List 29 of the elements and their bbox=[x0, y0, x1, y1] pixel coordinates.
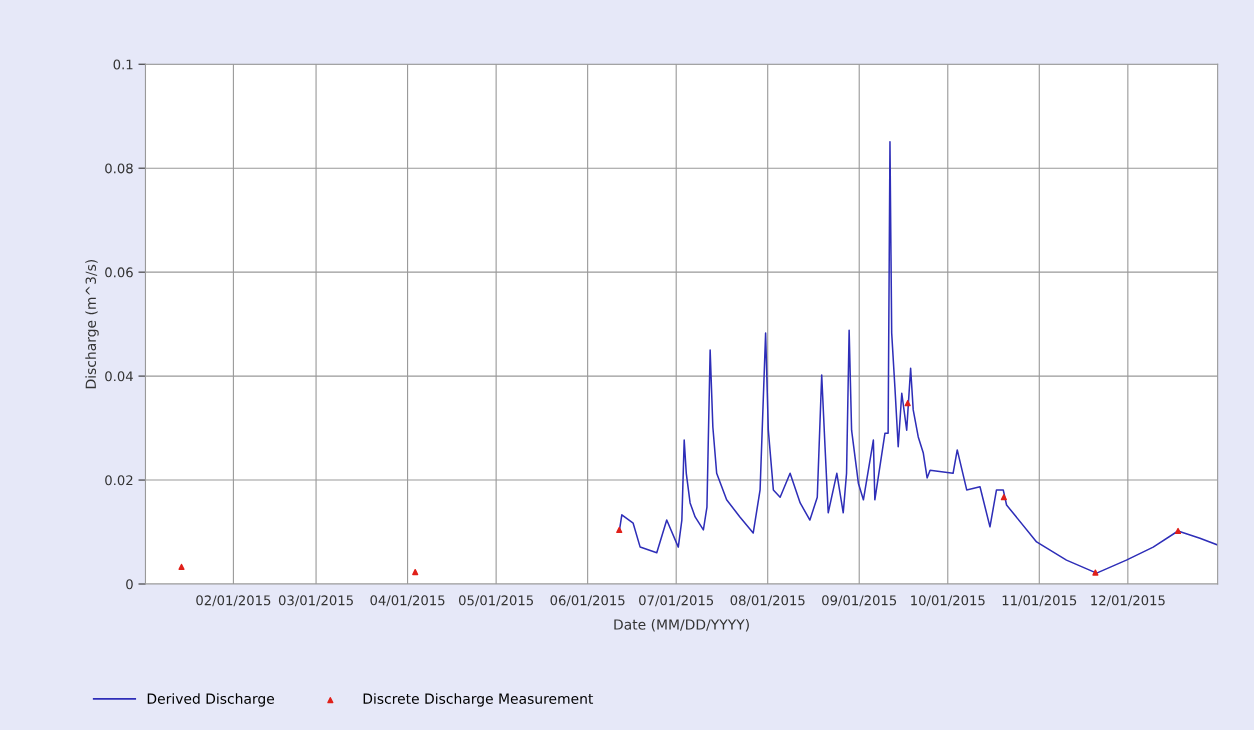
x-tick-label: 03/01/2015 bbox=[278, 595, 353, 607]
line-series bbox=[618, 140, 1218, 574]
x-tick-label: 05/01/2015 bbox=[458, 595, 533, 607]
y-tick-label: 0.1 bbox=[113, 59, 133, 70]
x-tick-label: 04/01/2015 bbox=[370, 595, 445, 607]
legend-label: Discrete Discharge Measurement bbox=[363, 693, 594, 707]
x-tick-label: 09/01/2015 bbox=[822, 595, 897, 607]
point bbox=[1092, 569, 1099, 576]
y-axis-title: Discharge (m^3/s) bbox=[85, 259, 99, 389]
legend-label: Derived Discharge bbox=[147, 693, 275, 707]
x-tick-label: 11/01/2015 bbox=[1002, 595, 1077, 607]
x-tick-label: 10/01/2015 bbox=[911, 595, 985, 607]
x-tick-label: 02/01/2015 bbox=[196, 595, 271, 607]
y-tick-label: 0.08 bbox=[105, 163, 133, 174]
point bbox=[904, 400, 911, 407]
y-tick-label: 0.06 bbox=[105, 267, 133, 278]
x-tick-label: 06/01/2015 bbox=[550, 595, 625, 607]
point bbox=[1174, 527, 1182, 535]
point bbox=[178, 563, 185, 570]
x-tick-label: 08/01/2015 bbox=[730, 595, 805, 607]
y-tick-label: 0 bbox=[126, 579, 133, 590]
x-tick-label: 07/01/2015 bbox=[639, 595, 714, 607]
y-tick-label: 0.04 bbox=[105, 371, 133, 382]
point bbox=[412, 568, 419, 576]
y-tick-label: 0.02 bbox=[105, 475, 133, 486]
x-tick-label: 12/01/2015 bbox=[1091, 595, 1165, 607]
point bbox=[616, 526, 623, 534]
x-axis-title: Date (MM/DD/YYYY) bbox=[614, 619, 749, 632]
point bbox=[1000, 494, 1007, 501]
